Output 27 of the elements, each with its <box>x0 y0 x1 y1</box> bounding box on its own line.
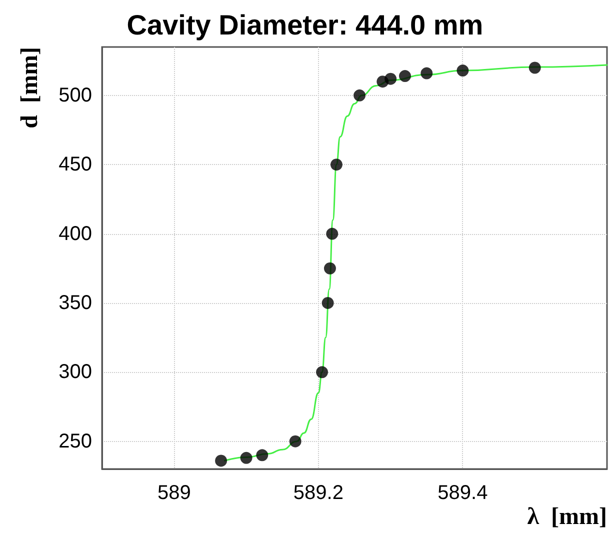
point <box>324 262 336 274</box>
y-tick-label: 450 <box>58 154 92 176</box>
point <box>399 70 411 82</box>
y-tick-label: 500 <box>58 84 92 106</box>
point <box>330 158 342 171</box>
point <box>326 228 338 240</box>
point <box>240 452 252 464</box>
point <box>528 62 541 74</box>
point <box>322 296 334 309</box>
y-tick-label: 300 <box>58 361 92 384</box>
x-tick-label: 589.4 <box>438 482 488 504</box>
point <box>256 449 268 462</box>
x-tick-label: 589 <box>157 482 191 504</box>
y-tick-label: 400 <box>58 222 92 245</box>
point <box>289 435 302 448</box>
point <box>215 454 228 467</box>
chart-title: Cavity Diameter: 444.0 mm <box>126 10 484 40</box>
point <box>384 72 397 85</box>
point <box>420 67 433 80</box>
y-axis-title: d [mm] <box>17 47 43 128</box>
y-tick-label: 350 <box>58 292 92 314</box>
x-tick-label: 589.2 <box>293 482 344 504</box>
x-axis-title: λ [mm] <box>527 504 607 530</box>
point <box>354 89 366 102</box>
point <box>316 366 328 378</box>
point <box>456 64 469 77</box>
y-tick-label: 250 <box>58 430 92 452</box>
